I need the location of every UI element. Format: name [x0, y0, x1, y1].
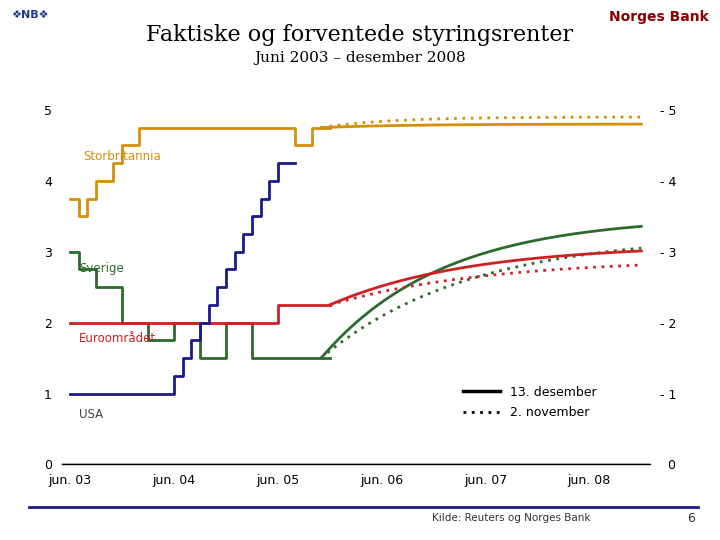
- Text: Sverige: Sverige: [78, 261, 124, 274]
- Text: Euroområdet: Euroområdet: [78, 333, 156, 346]
- Text: ❖NB❖: ❖NB❖: [11, 10, 48, 20]
- Text: 6: 6: [687, 512, 695, 525]
- Text: Kilde: Reuters og Norges Bank: Kilde: Reuters og Norges Bank: [432, 514, 590, 523]
- Text: Juni 2003 – desember 2008: Juni 2003 – desember 2008: [254, 51, 466, 65]
- Text: Faktiske og forventede styringsrenter: Faktiske og forventede styringsrenter: [146, 24, 574, 46]
- Text: Storbritannia: Storbritannia: [83, 150, 161, 163]
- Text: Norges Bank: Norges Bank: [609, 10, 709, 24]
- Text: USA: USA: [78, 408, 103, 421]
- Legend: 13. desember, 2. november: 13. desember, 2. november: [462, 386, 597, 419]
